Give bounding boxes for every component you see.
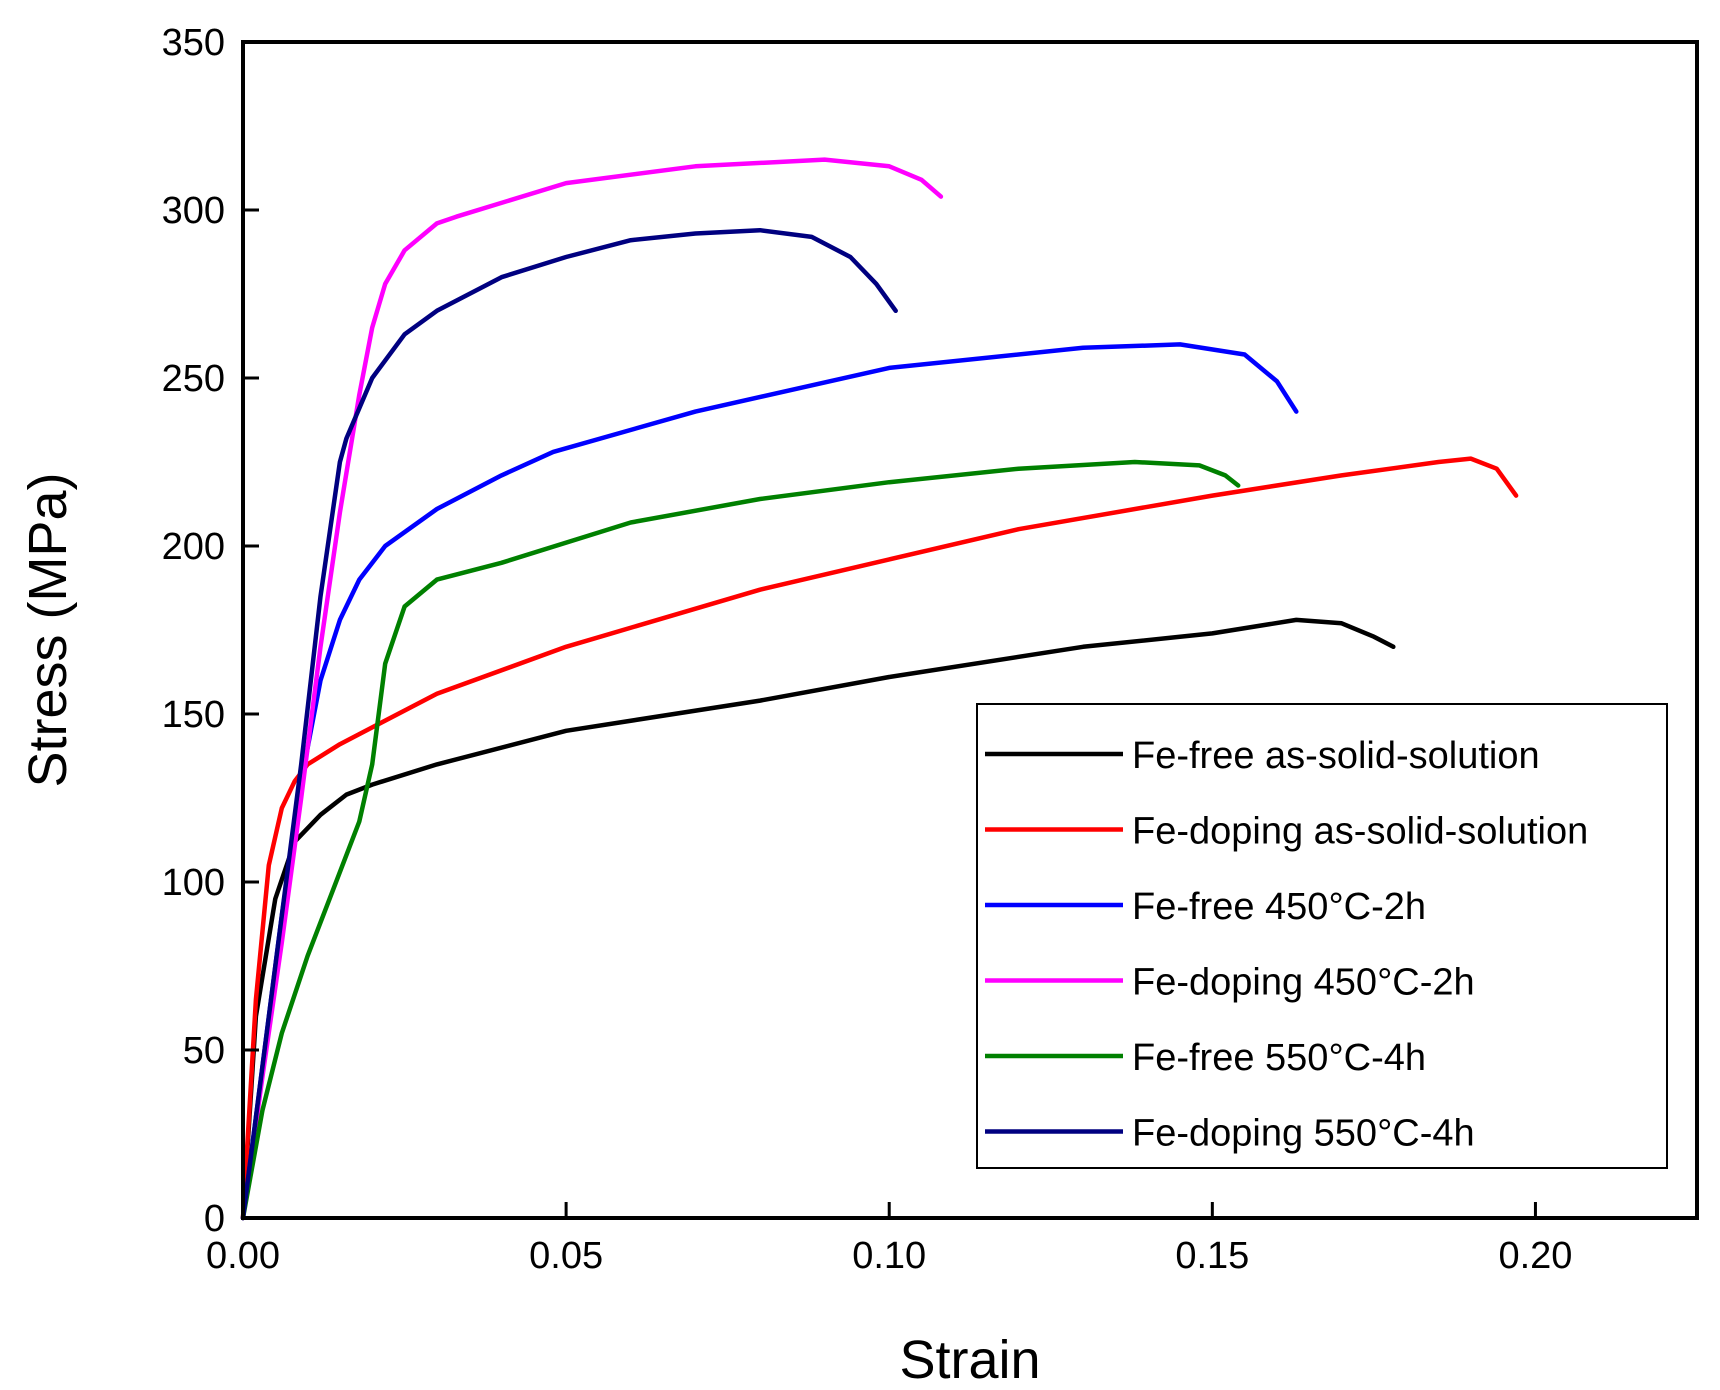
legend-label: Fe-doping 550°C-4h (1132, 1113, 1475, 1155)
legend-label: Fe-free 550°C-4h (1132, 1037, 1426, 1079)
legend-label: Fe-doping as-solid-solution (1132, 811, 1588, 853)
legend-label: Fe-free as-solid-solution (1132, 735, 1540, 777)
x-tick-label: 0.05 (529, 1235, 603, 1277)
y-tick-label: 0 (204, 1198, 225, 1240)
series-line-4 (240, 157, 944, 1221)
legend-label: Fe-doping 450°C-2h (1132, 962, 1475, 1004)
y-tick-label: 350 (162, 22, 225, 64)
series-line-6 (240, 227, 898, 1221)
x-tick-label: 0.20 (1498, 1235, 1572, 1277)
plot-frame (241, 40, 1699, 1220)
x-axis-title: Strain (899, 1330, 1040, 1390)
series-line-2 (240, 456, 1519, 1221)
x-tick-label: 0.00 (206, 1235, 280, 1277)
y-axis-title: Stress (MPa) (18, 472, 78, 787)
y-tick-label: 100 (162, 862, 225, 904)
y-tick-label: 300 (162, 190, 225, 232)
series-lines (240, 157, 1519, 1221)
y-axis: 0 50 100 150 200 250 300 350 (162, 22, 259, 1240)
x-axis: 0.00 0.05 0.10 0.15 0.20 (206, 1202, 1572, 1277)
y-tick-label: 200 (162, 526, 225, 568)
y-tick-label: 250 (162, 358, 225, 400)
series-line-5 (240, 459, 1241, 1221)
x-tick-label: 0.10 (852, 1235, 926, 1277)
legend-label: Fe-free 450°C-2h (1132, 886, 1426, 928)
x-tick-label: 0.15 (1175, 1235, 1249, 1277)
legend: Fe-free as-solid-solution Fe-doping as-so… (976, 703, 1668, 1169)
y-tick-label: 50 (183, 1030, 225, 1072)
legend-box (976, 703, 1668, 1169)
y-tick-label: 150 (162, 694, 225, 736)
